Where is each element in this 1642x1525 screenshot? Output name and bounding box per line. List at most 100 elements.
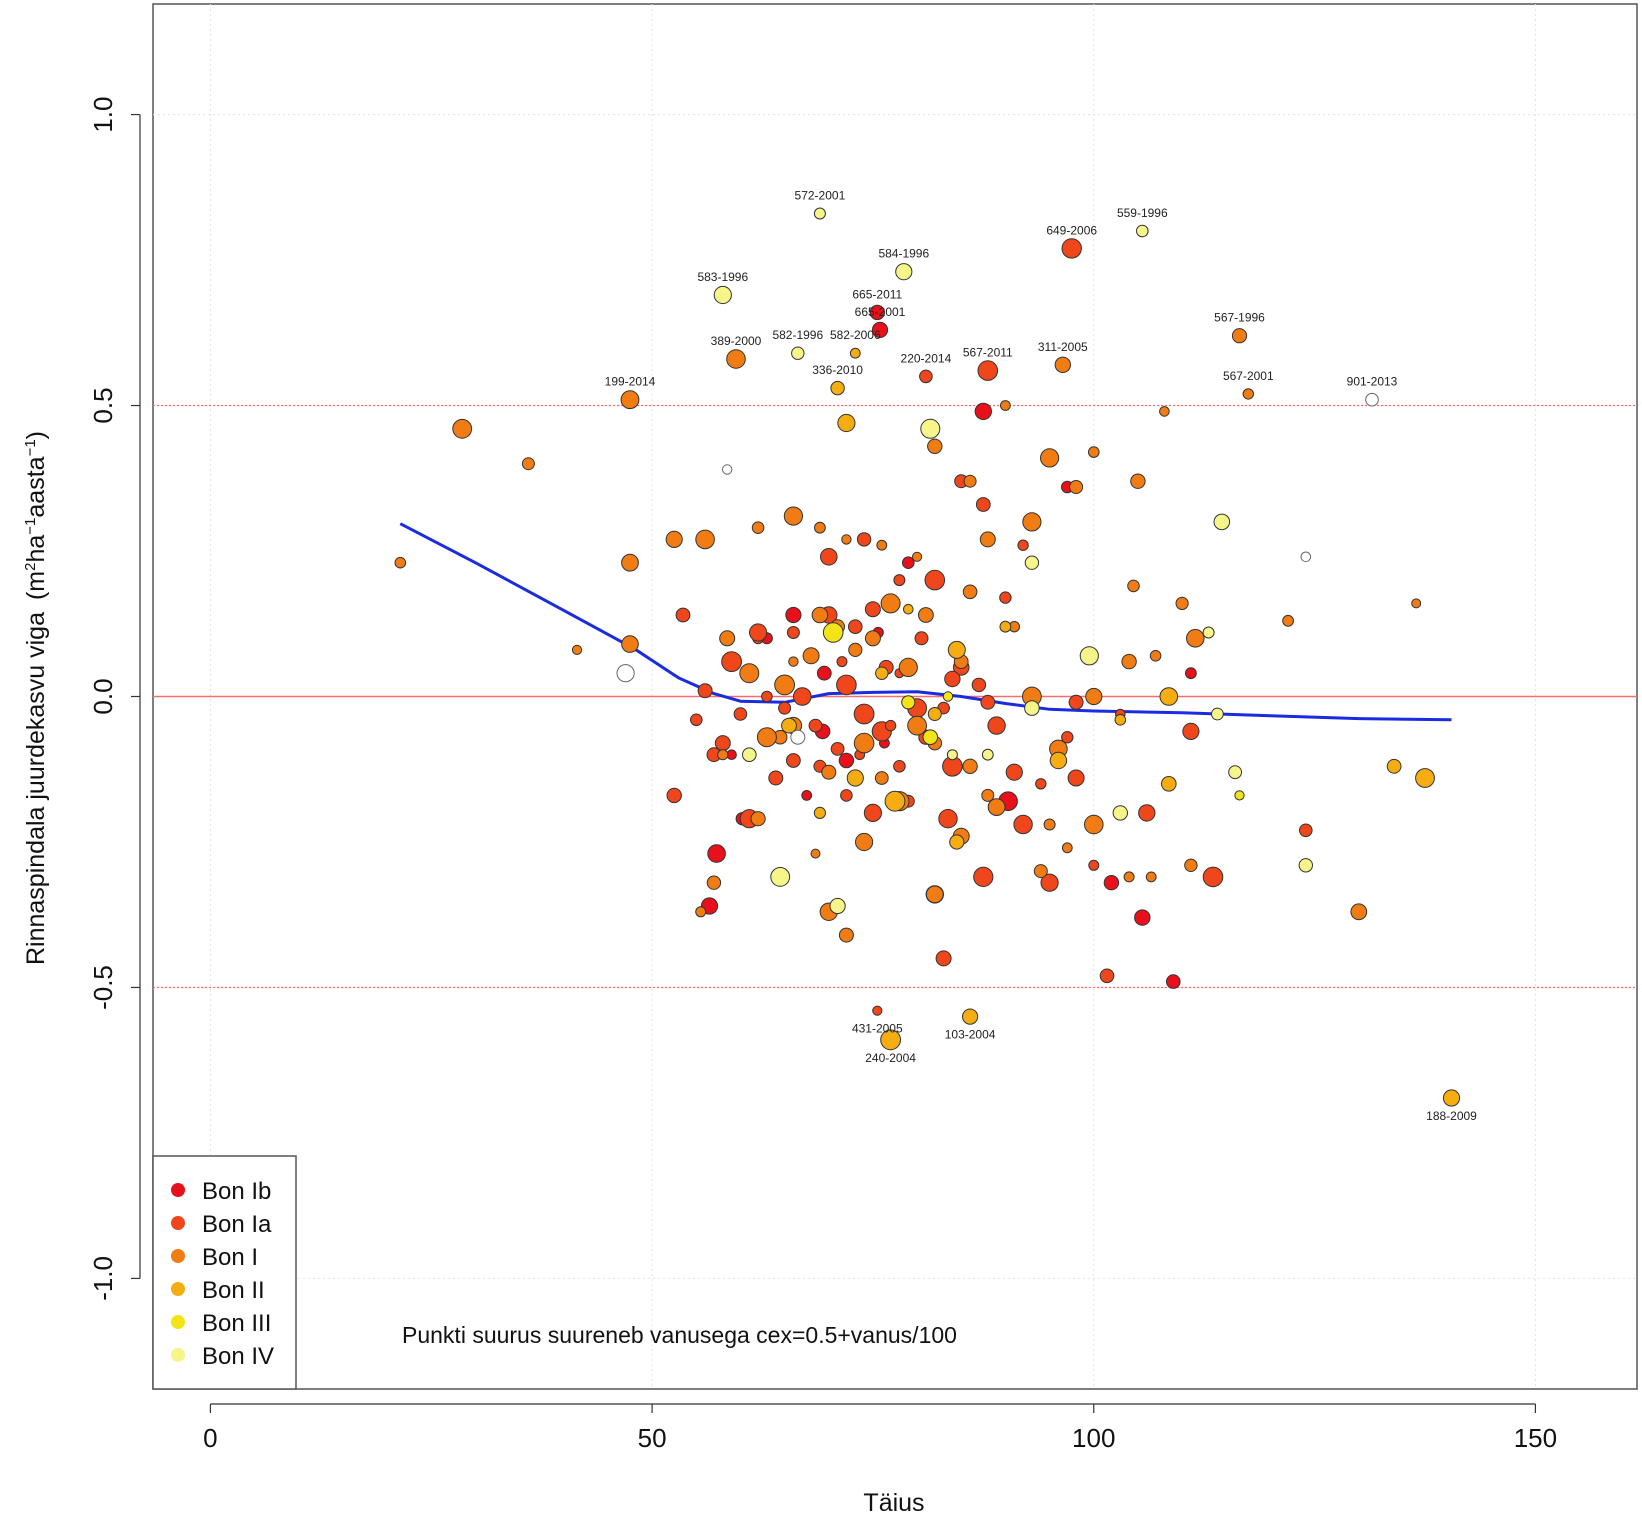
data-point [675, 607, 691, 623]
data-point [1386, 758, 1402, 774]
point-label: 220-2014 [901, 351, 952, 365]
point-label: 649-2006 [1046, 223, 1097, 237]
data-point [973, 866, 994, 888]
data-point [848, 642, 863, 658]
legend-swatch [171, 1183, 185, 1197]
data-point [802, 647, 820, 665]
data-point [974, 402, 992, 421]
data-point [980, 694, 996, 710]
x-axis-title: Täius [863, 1489, 924, 1517]
data-point [785, 606, 802, 624]
data-point [912, 551, 923, 562]
legend-entry: Bon Ib [171, 1178, 271, 1205]
point-label: 311-2005 [1038, 340, 1088, 354]
data-point [707, 844, 726, 863]
data-point [1061, 731, 1074, 744]
legend-label: Bon IV [202, 1343, 274, 1370]
data-point [750, 811, 766, 827]
data-point [751, 521, 765, 535]
data-point [927, 707, 942, 721]
data-point [1234, 790, 1245, 801]
data-point [1159, 406, 1170, 417]
data-point [920, 418, 941, 439]
data-point [793, 687, 812, 706]
data-point [621, 635, 639, 653]
data-point [841, 534, 852, 545]
data-point [788, 656, 799, 667]
data-point [840, 789, 853, 802]
data-point [947, 640, 966, 659]
data-point [1202, 626, 1215, 639]
data-point [1242, 388, 1255, 400]
point-label: 665-2001 [855, 305, 906, 319]
legend-entry: Bon III [171, 1310, 271, 1337]
data-point [1017, 539, 1029, 551]
data-point [935, 950, 952, 967]
legend-entry: Bon Ia [171, 1211, 272, 1238]
point-label: 240-2004 [865, 1051, 916, 1065]
data-point [853, 732, 875, 754]
data-points [394, 207, 1461, 1107]
data-point [884, 790, 906, 812]
data-point [721, 651, 742, 672]
data-point [739, 663, 760, 684]
data-point [1061, 842, 1073, 854]
data-point [1121, 653, 1137, 670]
data-point [616, 664, 635, 683]
x-tick-label: 50 [638, 1423, 667, 1453]
data-point [849, 347, 861, 359]
data-point [1136, 224, 1149, 238]
data-point [813, 207, 826, 220]
data-point [977, 360, 999, 381]
data-point [786, 626, 800, 639]
data-point [690, 713, 703, 727]
data-point [979, 531, 996, 548]
data-point [1061, 238, 1082, 259]
legend-label: Bon II [202, 1277, 265, 1304]
data-point [880, 1029, 901, 1051]
data-point [1175, 596, 1189, 611]
data-point [1138, 804, 1156, 822]
data-point [621, 553, 639, 572]
data-point [620, 390, 640, 410]
y-axis-title: Rinnaspindala juurdekasvu viga(m2ha−1aas… [22, 431, 50, 965]
data-point [1149, 650, 1162, 662]
data-point [774, 674, 795, 696]
data-point [830, 742, 845, 756]
series-bon-i [394, 328, 1422, 943]
data-point [1088, 446, 1100, 458]
data-point [1000, 400, 1011, 411]
point-label: 665-2011 [852, 287, 902, 301]
series-bon-ii [781, 347, 1461, 1107]
data-point [962, 758, 978, 774]
point-annotations: 572-2001 559-1996 649-2006 584-1996 583-1996… [605, 189, 1478, 1124]
data-point [1228, 765, 1242, 780]
data-point [876, 539, 888, 551]
data-point [1067, 769, 1085, 787]
legend-swatch [171, 1216, 185, 1230]
data-point [914, 631, 929, 646]
data-point [1069, 480, 1084, 494]
series-bon-iv [713, 207, 1314, 915]
legend-swatch [171, 1282, 185, 1296]
data-point [1013, 814, 1033, 835]
point-label: 559-1996 [1117, 206, 1168, 220]
y-tick-label: 0.0 [88, 678, 118, 714]
data-point [1202, 866, 1224, 888]
data-point [811, 606, 829, 624]
x-axis-label: Täius [863, 1489, 924, 1517]
point-label: 567-2011 [963, 346, 1013, 360]
data-point [810, 848, 821, 859]
data-point [864, 601, 881, 618]
data-point [722, 464, 733, 475]
point-label: 572-2001 [795, 189, 846, 203]
data-point [1166, 974, 1181, 989]
data-point [1159, 687, 1179, 706]
x-tick-label: 150 [1514, 1423, 1557, 1453]
x-tick-label: 100 [1072, 1423, 1115, 1453]
data-point [880, 593, 901, 614]
legend-label: Bon Ib [202, 1178, 271, 1205]
data-point [713, 285, 732, 305]
data-point [893, 574, 906, 587]
data-point [1299, 823, 1313, 838]
